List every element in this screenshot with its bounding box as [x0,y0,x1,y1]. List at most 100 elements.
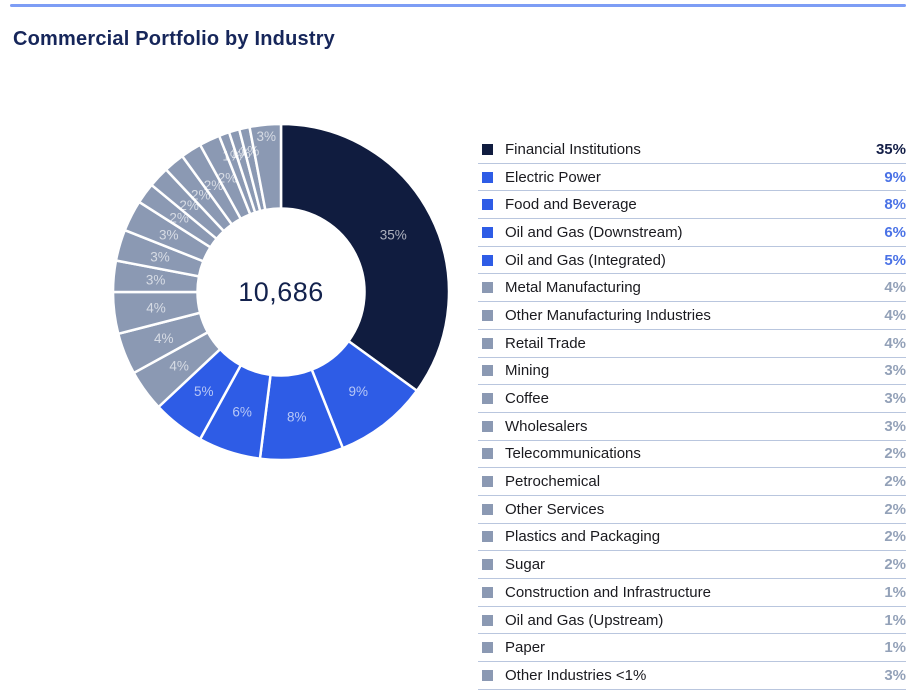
legend-color-swatch-icon [482,337,493,349]
legend-label: Telecommunications [505,445,641,463]
legend-value: 2% [884,500,906,518]
legend-value: 5% [884,251,906,269]
donut-slice-label-15: 2% [218,171,238,186]
legend-color-swatch-icon [482,365,493,377]
legend-label: Food and Beverage [505,196,637,214]
legend-color-swatch-icon [482,476,493,488]
donut-slice-label-4: 5% [194,384,214,399]
donut-slice-label-11: 2% [169,210,189,225]
legend-label: Oil and Gas (Upstream) [505,611,664,629]
donut-slice-label-5: 4% [169,359,189,374]
donut-slice-label-8: 3% [146,273,166,288]
legend-row: Sugar 2% [478,551,906,579]
legend-label: Sugar [505,556,546,574]
legend-row: Food and Beverage 8% [478,191,906,220]
legend-value: 3% [884,390,906,408]
legend-value: 1% [884,583,906,601]
legend-color-swatch-icon [482,393,493,405]
legend-row: Other Manufacturing Industries 4% [478,302,906,330]
legend-value: 2% [884,445,906,463]
legend-value: 2% [884,473,906,491]
legend-label: Metal Manufacturing [505,279,641,297]
donut-slice-label-10: 3% [159,227,179,242]
legend-row: Plastics and Packaging 2% [478,524,906,552]
donut-slice-label-18: 1% [240,144,260,159]
legend-row: Other Industries <1% 3% [478,662,906,690]
legend-color-swatch-icon [482,282,493,294]
legend-value: 35% [875,140,906,158]
legend-color-swatch-icon [482,559,493,571]
legend-row: Construction and Infrastructure 1% [478,579,906,607]
legend-color-swatch-icon [482,669,493,681]
legend-row: Financial Institutions 35% [478,136,906,164]
legend-value: 3% [884,417,906,435]
donut-slice-label-7: 4% [146,300,166,315]
legend-row: Electric Power 9% [478,164,906,192]
legend-value: 2% [884,528,906,546]
legend-row: Retail Trade 4% [478,330,906,358]
donut-slice-label-6: 4% [154,331,174,346]
donut-slice-label-19: 3% [257,129,277,144]
page-title: Commercial Portfolio by Industry [13,28,336,50]
legend-label: Retail Trade [505,334,586,352]
donut-slice-label-3: 6% [232,404,252,419]
legend-row: Oil and Gas (Upstream) 1% [478,607,906,635]
legend-row: Oil and Gas (Integrated) 5% [478,247,906,275]
donut-slice-label-17: 1% [231,146,251,161]
legend-row: Petrochemical 2% [478,468,906,496]
legend-label: Financial Institutions [505,140,641,158]
legend-value: 4% [884,306,906,324]
legend-value: 8% [884,196,906,214]
donut-slice-label-14: 2% [204,178,224,193]
legend-label: Electric Power [505,168,601,186]
legend-row: Other Services 2% [478,496,906,524]
legend-color-swatch-icon [482,642,493,654]
legend-value: 4% [884,334,906,352]
legend-color-swatch-icon [482,586,493,598]
donut-chart: 35%9%8%6%5%4%4%4%3%3%3%2%2%2%2%2%1%1%1%3… [111,122,451,462]
legend-color-swatch-icon [482,531,493,543]
legend-label: Wholesalers [505,417,588,435]
legend-label: Other Services [505,500,605,518]
legend-row: Metal Manufacturing 4% [478,274,906,303]
legend-value: 1% [884,611,906,629]
legend-row: Coffee 3% [478,385,906,413]
top-divider [10,4,906,7]
legend-label: Construction and Infrastructure [505,583,711,601]
legend-value: 9% [884,168,906,186]
legend-row: Mining 3% [478,358,906,386]
legend-label: Paper [505,639,546,657]
legend-color-swatch-icon [482,614,493,626]
legend-color-swatch-icon [482,171,493,183]
legend-label: Other Industries <1% [505,666,647,684]
legend-row: Telecommunications 2% [478,441,906,469]
legend-label: Other Manufacturing Industries [505,306,711,324]
legend-row: Oil and Gas (Downstream) 6% [478,219,906,247]
legend-color-swatch-icon [482,199,493,211]
legend-color-swatch-icon [482,143,493,155]
donut-center-total: 10,686 [238,277,324,307]
donut-slice-19 [248,122,283,212]
donut-slice-label-0: 35% [380,227,407,242]
legend-color-swatch-icon [482,420,493,432]
legend-label: Oil and Gas (Downstream) [505,223,683,241]
legend-color-swatch-icon [482,503,493,515]
donut-slice-label-2: 8% [287,410,307,425]
donut-slice-0 [279,122,451,393]
legend-label: Plastics and Packaging [505,528,661,546]
industry-legend: Financial Institutions 35% Electric Powe… [478,136,906,690]
legend-label: Mining [505,362,550,380]
donut-slice-label-1: 9% [348,384,368,399]
legend-row: Wholesalers 3% [478,413,906,441]
legend-value: 3% [884,362,906,380]
legend-value: 2% [884,556,906,574]
legend-value: 1% [884,639,906,657]
legend-value: 4% [884,279,906,297]
donut-slice-label-13: 2% [191,187,211,202]
legend-color-swatch-icon [482,226,493,238]
legend-row: Paper 1% [478,634,906,663]
legend-value: 6% [884,223,906,241]
legend-label: Oil and Gas (Integrated) [505,251,666,269]
donut-slice-label-16: 1% [222,149,242,164]
